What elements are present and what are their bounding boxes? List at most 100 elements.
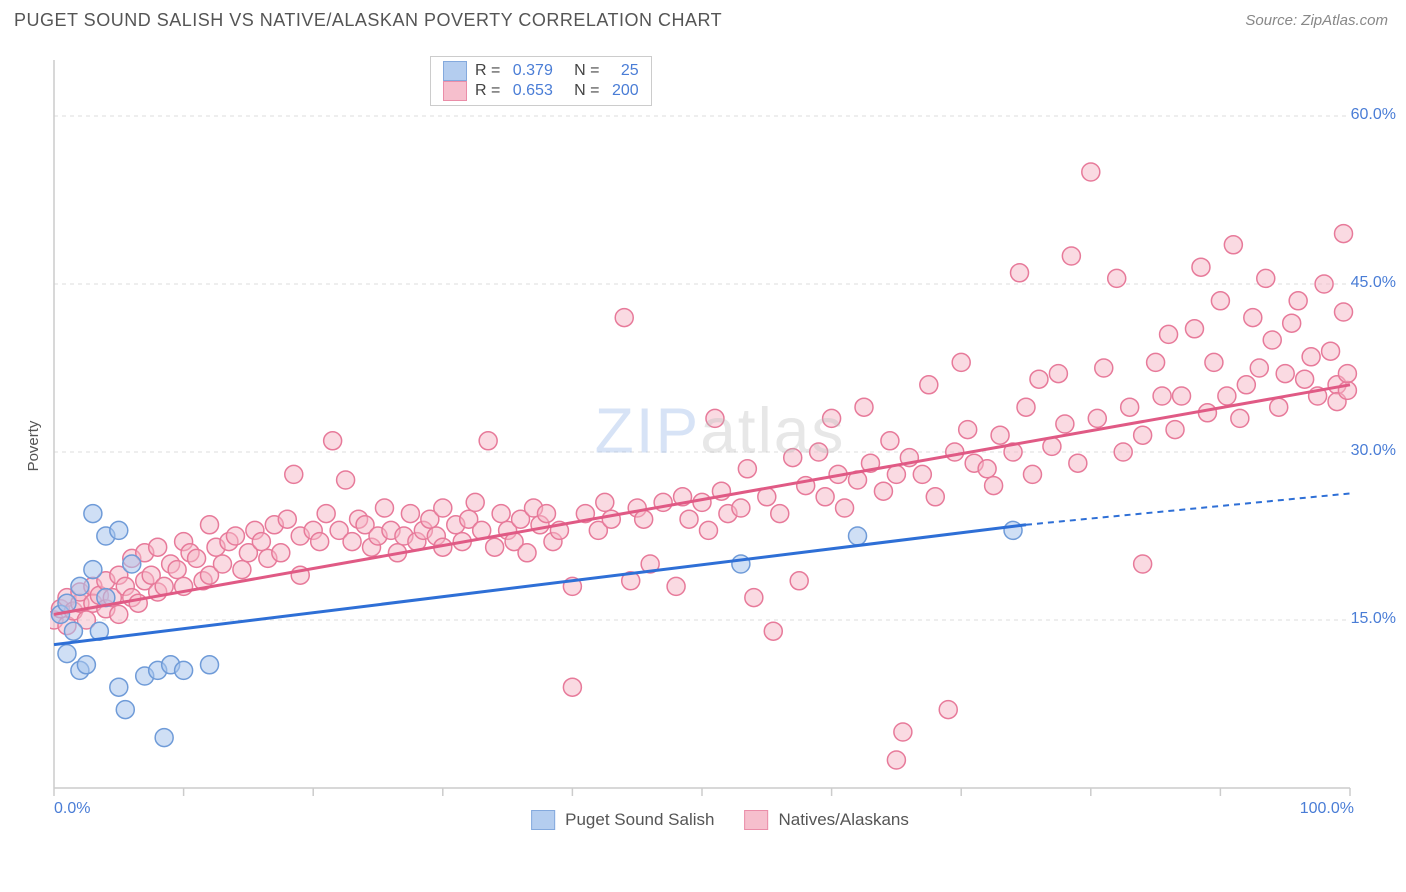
legend-swatch [443, 61, 467, 81]
legend-row: R = 0.653 N = 200 [443, 81, 639, 101]
data-point [1030, 370, 1048, 388]
data-point [952, 353, 970, 371]
data-point [563, 678, 581, 696]
data-point [466, 493, 484, 511]
data-point [1088, 409, 1106, 427]
data-point [894, 723, 912, 741]
legend-swatch [744, 810, 768, 830]
n-value: 25 [621, 62, 639, 80]
r-label: R = [475, 82, 505, 100]
data-point [1134, 555, 1152, 573]
data-point [252, 533, 270, 551]
data-point [978, 460, 996, 478]
data-point [1049, 365, 1067, 383]
data-point [337, 471, 355, 489]
data-point [887, 465, 905, 483]
data-point [201, 516, 219, 534]
data-point [810, 443, 828, 461]
x-tick-label: 0.0% [54, 800, 90, 818]
data-point [84, 505, 102, 523]
data-point [537, 505, 555, 523]
data-point [1082, 163, 1100, 181]
trend-line-blue-extrap [1026, 493, 1350, 524]
data-point [836, 499, 854, 517]
trend-line-pink [54, 385, 1350, 615]
data-point [1108, 269, 1126, 287]
y-tick-label: 60.0% [1351, 106, 1396, 124]
data-point [213, 555, 231, 573]
data-point [324, 432, 342, 450]
data-point [175, 661, 193, 679]
n-label: N = [561, 82, 604, 100]
data-point [874, 482, 892, 500]
data-point [939, 701, 957, 719]
data-point [479, 432, 497, 450]
series-legend: Puget Sound Salish Natives/Alaskans [531, 810, 909, 830]
data-point [311, 533, 329, 551]
data-point [1205, 353, 1223, 371]
data-point [790, 572, 808, 590]
data-point [913, 465, 931, 483]
source-attribution: Source: ZipAtlas.com [1245, 12, 1388, 29]
data-point [745, 589, 763, 607]
y-axis-label: Poverty [25, 421, 42, 472]
source-name: ZipAtlas.com [1301, 12, 1388, 29]
legend-item: Natives/Alaskans [744, 810, 908, 830]
data-point [201, 656, 219, 674]
data-point [1338, 365, 1356, 383]
n-label: N = [561, 62, 613, 80]
data-point [1011, 264, 1029, 282]
data-point [1166, 421, 1184, 439]
data-point [149, 538, 167, 556]
data-point [123, 555, 141, 573]
data-point [1335, 225, 1353, 243]
data-point [1192, 258, 1210, 276]
data-point [1062, 247, 1080, 265]
data-point [285, 465, 303, 483]
data-point [602, 510, 620, 528]
data-point [1211, 292, 1229, 310]
data-point [168, 561, 186, 579]
y-tick-label: 15.0% [1351, 610, 1396, 628]
data-point [1322, 342, 1340, 360]
data-point [226, 527, 244, 545]
data-point [272, 544, 290, 562]
data-point [486, 538, 504, 556]
r-label: R = [475, 62, 505, 80]
data-point [58, 645, 76, 663]
data-point [959, 421, 977, 439]
source-prefix: Source: [1245, 12, 1301, 29]
data-point [375, 499, 393, 517]
legend-row: R = 0.379 N = 25 [443, 61, 639, 81]
data-point [518, 544, 536, 562]
data-point [667, 577, 685, 595]
data-point [738, 460, 756, 478]
data-point [1153, 387, 1171, 405]
data-point [1114, 443, 1132, 461]
data-point [1121, 398, 1139, 416]
data-point [1017, 398, 1035, 416]
data-point [823, 409, 841, 427]
data-point [1250, 359, 1268, 377]
data-point [1302, 348, 1320, 366]
data-point [1296, 370, 1314, 388]
data-point [1147, 353, 1165, 371]
data-point [1004, 521, 1022, 539]
data-point [434, 499, 452, 517]
data-point [706, 409, 724, 427]
data-point [1335, 303, 1353, 321]
data-point [855, 398, 873, 416]
data-point [784, 449, 802, 467]
legend-item: Puget Sound Salish [531, 810, 714, 830]
n-value: 200 [612, 82, 639, 100]
legend-swatch [531, 810, 555, 830]
data-point [699, 521, 717, 539]
data-point [188, 549, 206, 567]
data-point [343, 533, 361, 551]
data-point [1263, 331, 1281, 349]
legend-label: Puget Sound Salish [565, 810, 714, 830]
data-point [1257, 269, 1275, 287]
x-tick-label: 100.0% [1300, 800, 1354, 818]
data-point [110, 521, 128, 539]
data-point [887, 751, 905, 769]
